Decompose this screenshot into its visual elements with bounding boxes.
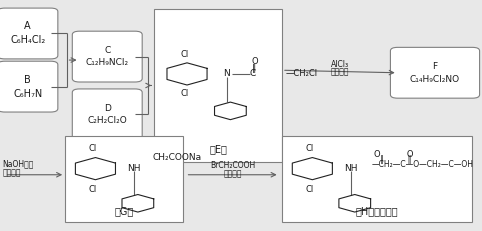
Bar xyxy=(65,136,183,222)
Text: Cl: Cl xyxy=(306,185,314,194)
Text: C
C₁₂H₉NCl₂: C C₁₂H₉NCl₂ xyxy=(86,46,129,67)
Text: BrCH₂COOH: BrCH₂COOH xyxy=(210,161,255,170)
FancyBboxPatch shape xyxy=(72,89,142,140)
Text: ‖          ‖: ‖ ‖ xyxy=(380,155,411,164)
Text: N: N xyxy=(223,70,230,78)
Text: （E）: （E） xyxy=(209,144,227,154)
Text: O          O: O O xyxy=(374,150,414,159)
Text: NH: NH xyxy=(127,164,141,173)
FancyBboxPatch shape xyxy=(0,61,58,112)
Text: ‖: ‖ xyxy=(253,64,256,73)
Text: NH: NH xyxy=(344,164,358,173)
Text: CH₂COONa: CH₂COONa xyxy=(153,153,202,161)
Text: F
C₁₄H₉Cl₂NO: F C₁₄H₉Cl₂NO xyxy=(410,62,460,84)
Text: （H）醋氯芬酸: （H）醋氯芬酸 xyxy=(356,206,399,216)
Text: —CH₂—C—O—CH₂—C—OH: —CH₂—C—O—CH₂—C—OH xyxy=(372,160,474,169)
Text: —CH₂Cl: —CH₂Cl xyxy=(286,70,318,78)
Text: 一定条件: 一定条件 xyxy=(2,168,21,177)
Text: Cl: Cl xyxy=(180,89,189,98)
Text: Cl: Cl xyxy=(306,145,314,153)
Text: 一定条件: 一定条件 xyxy=(223,169,242,178)
Text: A
C₆H₄Cl₂: A C₆H₄Cl₂ xyxy=(10,21,45,46)
FancyBboxPatch shape xyxy=(0,8,58,59)
Text: Cl: Cl xyxy=(89,145,97,153)
Text: NaOH溶液: NaOH溶液 xyxy=(2,160,34,169)
Text: D
C₂H₂Cl₂O: D C₂H₂Cl₂O xyxy=(87,103,127,125)
Bar xyxy=(154,9,282,162)
Bar xyxy=(282,136,472,222)
Text: O: O xyxy=(251,57,258,66)
Text: B
C₆H₇N: B C₆H₇N xyxy=(13,75,42,99)
Text: AlCl₃: AlCl₃ xyxy=(331,60,349,69)
Text: Cl: Cl xyxy=(180,50,189,59)
FancyBboxPatch shape xyxy=(72,31,142,82)
Text: （G）: （G） xyxy=(115,206,134,216)
Text: Cl: Cl xyxy=(89,185,97,194)
FancyBboxPatch shape xyxy=(390,47,480,98)
Text: 一定条件: 一定条件 xyxy=(331,67,349,76)
Text: C: C xyxy=(250,70,256,78)
